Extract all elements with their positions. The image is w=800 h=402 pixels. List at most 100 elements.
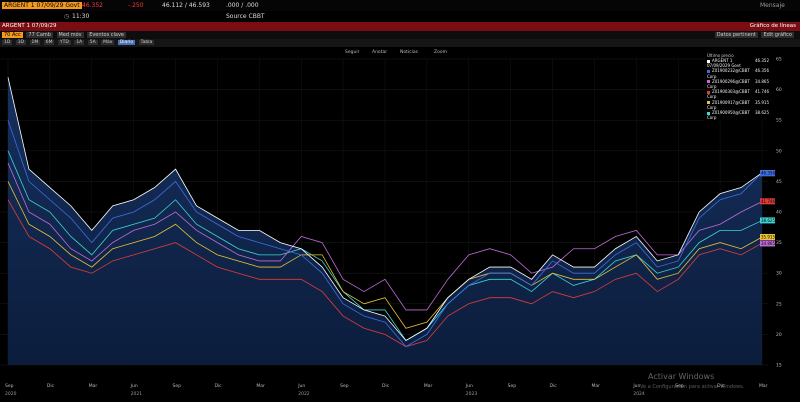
legend-value: 35.915	[755, 99, 769, 105]
legend-label: Z01900296@CBBT Corp	[707, 78, 750, 90]
x-tick-label: Jun	[130, 383, 138, 389]
x-tick-label: Sep	[173, 383, 182, 389]
windows-activation-subtitle: Ve a Configuración para activar Windows.	[640, 384, 745, 390]
price-change: -.250	[128, 2, 144, 9]
edit-chart-button[interactable]: Edit gráfico	[761, 32, 794, 38]
legend-label: Z01900950@CBBT Corp	[707, 110, 750, 121]
series-line	[7, 162, 763, 311]
value-tag	[760, 240, 775, 247]
y-tick-label: 50	[776, 148, 782, 154]
x-tick-label: Jun	[632, 383, 640, 389]
toolbar-item-1[interactable]: 70 Acc	[2, 32, 23, 38]
period-1m[interactable]: 1M	[29, 40, 41, 45]
period-3d[interactable]: 3D	[15, 40, 27, 45]
line-chart[interactable]: 46.352 46.356 34.865 41.746 35.915 38.625 15 2…	[0, 47, 800, 402]
x-year-label: 2021	[131, 391, 143, 397]
y-tick-label: 20	[776, 332, 782, 338]
legend-entry[interactable]: Z01900232@CBBT Corp 46.356	[707, 68, 769, 79]
legend-value: 46.352	[755, 58, 769, 63]
table-button[interactable]: Tabla	[138, 40, 155, 45]
legend-entry[interactable]: Z01900950@CBBT Corp 38.625	[707, 110, 769, 120]
toolbar: 70 Acc 77 Camb Med móv Eventos clave Dat…	[0, 31, 800, 39]
bid-ask: 46.112 / 46.593	[162, 2, 210, 9]
period-6m[interactable]: 6M	[43, 40, 55, 45]
value-tag	[760, 234, 775, 241]
period-ytd[interactable]: YTD	[57, 40, 71, 45]
related-data-button[interactable]: Datos pertinent	[714, 32, 758, 38]
legend-entry[interactable]: ARGENT 1 07/09/2029 Govt 46.352	[707, 58, 769, 68]
security-ticker[interactable]: ARGENT 1 07/09/29 Govt	[2, 2, 82, 9]
legend-swatch	[707, 90, 710, 94]
clock-icon: ◷	[64, 13, 70, 20]
period-max[interactable]: Máx	[101, 40, 115, 45]
legend-entry[interactable]: Z01900303@CBBT Corp 41.746	[707, 89, 769, 99]
frequency-select[interactable]: Diario	[117, 40, 136, 45]
legend-swatch	[707, 80, 710, 84]
y-tick-label: 65	[776, 57, 782, 63]
chart-window-title: ARGENT 1 07/09/29	[2, 23, 57, 29]
zoom-control[interactable]: Zoom	[434, 49, 447, 55]
x-tick-label: Sep	[675, 383, 684, 389]
value-tag	[760, 170, 775, 177]
legend-label: ARGENT 1 07/09/2029 Govt	[707, 58, 741, 69]
x-tick-label: Dic	[214, 383, 222, 389]
annotate-control[interactable]: Anotar	[372, 49, 387, 55]
x-tick-label: Sep	[340, 383, 349, 389]
yield-quote: .000 / .000	[226, 2, 259, 9]
follow-control[interactable]: Seguir	[345, 49, 360, 55]
y-tick-label: 55	[776, 118, 782, 124]
legend-swatch	[707, 111, 710, 115]
x-tick-label: Dic	[382, 383, 390, 389]
legend-value: 41.746	[755, 89, 769, 95]
value-tag	[760, 217, 775, 224]
title-bar: ARGENT 1 07/09/29 Gráfico de líneas	[0, 22, 800, 31]
x-tick-label: Sep	[5, 383, 14, 389]
toolbar-item-3[interactable]: Med móv	[56, 32, 84, 38]
legend-entry[interactable]: Z01900917@CBBT Corp 35.915	[707, 100, 769, 110]
legend-value: 38.625	[755, 110, 769, 116]
toolbar-item-2[interactable]: 77 Camb	[26, 32, 53, 38]
y-tick-label: 30	[776, 271, 782, 277]
period-5a[interactable]: 5A	[87, 40, 98, 45]
value-tag-label: 46.356	[761, 171, 775, 176]
quote-bar: ◷ 11:30 Source CBBT	[0, 11, 800, 22]
ticker-bar: ARGENT 1 07/09/29 Govt 46.352 -.250 46.1…	[0, 0, 800, 11]
x-year-label: 2023	[466, 391, 478, 397]
x-tick-label: Dic	[47, 383, 55, 389]
y-tick-label: 35	[776, 240, 782, 246]
y-tick-label: 25	[776, 301, 782, 307]
x-tick-label: Mar	[759, 383, 768, 389]
chart-type-label: Gráfico de líneas	[749, 23, 796, 29]
series-line	[7, 77, 763, 342]
series-area	[8, 77, 762, 366]
period-1a[interactable]: 1A	[74, 40, 85, 45]
period-1d[interactable]: 1D	[2, 40, 13, 45]
x-tick-label: Mar	[424, 383, 433, 389]
legend-value: 46.356	[755, 68, 769, 74]
quote-time: 11:30	[72, 13, 90, 20]
x-tick-label: Mar	[256, 383, 265, 389]
legend-swatch	[707, 101, 710, 105]
legend-swatch	[707, 59, 710, 63]
x-tick-label: Jun	[297, 383, 305, 389]
x-year-label: 2020	[5, 391, 17, 397]
series-line	[7, 181, 763, 329]
value-tag-label: 41.746	[761, 199, 775, 204]
value-tag-label: 34.865	[761, 241, 775, 246]
quote-source: Source CBBT	[226, 13, 265, 20]
x-tick-label: Dic	[550, 383, 558, 389]
value-tag-label: 35.915	[761, 235, 775, 240]
x-tick-label: Jun	[465, 383, 473, 389]
legend-label: Z01900303@CBBT Corp	[707, 89, 750, 100]
news-control[interactable]: Noticias	[400, 49, 419, 55]
y-tick-label: 15	[776, 363, 782, 369]
x-year-label: 2024	[633, 391, 645, 397]
value-tag-label: 38.625	[761, 218, 775, 223]
toolbar-item-4[interactable]: Eventos clave	[87, 32, 127, 38]
legend-entry[interactable]: Z01900296@CBBT Corp 34.865	[707, 79, 769, 89]
window-label[interactable]: Mensaje	[760, 2, 785, 9]
legend-label: Z01900917@CBBT Corp	[707, 99, 750, 110]
y-tick-label: 60	[776, 87, 782, 93]
legend-swatch	[707, 69, 710, 73]
x-year-label: 2022	[298, 391, 310, 397]
